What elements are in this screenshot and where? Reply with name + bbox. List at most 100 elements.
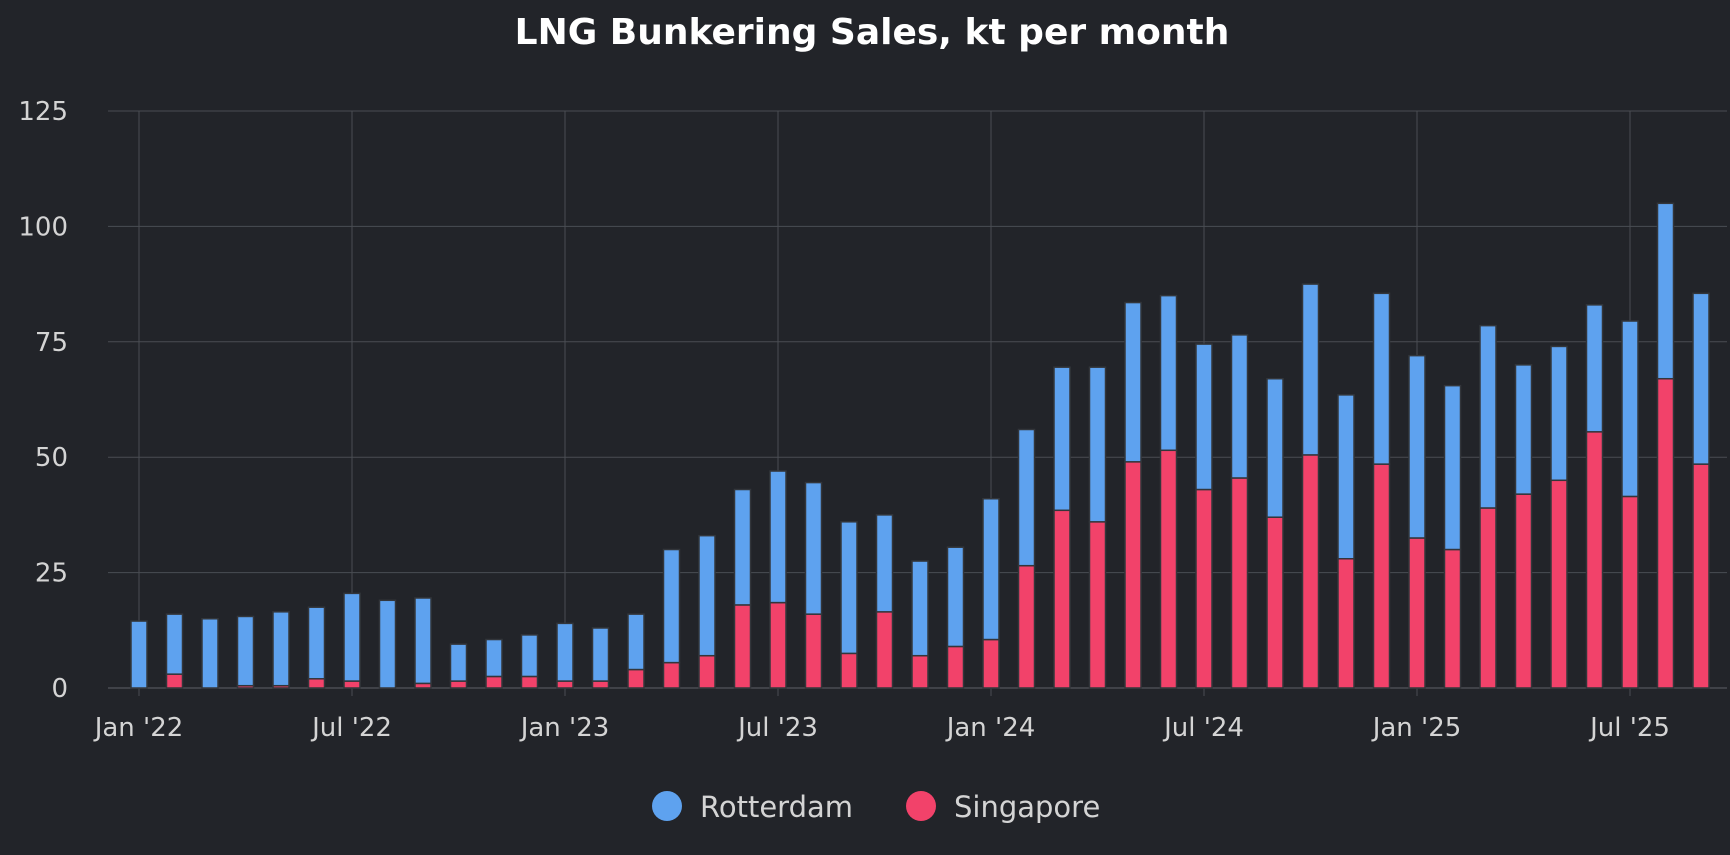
bar-rotterdam[interactable]: Feb 2022 – Rotterdam: 13 xyxy=(165,613,184,675)
bar-rotterdam[interactable]: Sep 2024 – Rotterdam: 30 xyxy=(1266,377,1284,518)
bar-rotterdam[interactable]: Jul 2025 – Rotterdam: 38 xyxy=(1621,320,1639,498)
bar-rotterdam[interactable]: Feb 2025 – Rotterdam: 35.5 xyxy=(1443,384,1462,551)
bar-singapore[interactable]: Feb 2024 – Singapore: 26.5 xyxy=(1017,564,1036,689)
bars: Jan 2022 – Singapore: 0Feb 2022 – Singap… xyxy=(130,202,1710,689)
bar-singapore[interactable]: May 2023 – Singapore: 7 xyxy=(698,654,716,689)
bar-rotterdam[interactable]: Mar 2023 – Rotterdam: 12 xyxy=(627,613,645,671)
legend-label-rotterdam: Rotterdam xyxy=(700,790,853,824)
bar-rotterdam[interactable]: Mar 2022 – Rotterdam: 15 xyxy=(201,618,219,689)
bar-singapore[interactable]: Sep 2024 – Singapore: 37 xyxy=(1266,516,1284,689)
y-tick-label: 50 xyxy=(35,443,68,473)
bar-rotterdam[interactable]: Jun 2023 – Rotterdam: 25 xyxy=(733,488,752,606)
bar-singapore[interactable]: Apr 2024 – Singapore: 36 xyxy=(1088,521,1107,689)
legend-label-singapore: Singapore xyxy=(954,790,1100,824)
legend-item-rotterdam[interactable]: Rotterdam xyxy=(652,790,853,824)
bar-rotterdam[interactable]: Jun 2024 – Rotterdam: 33.5 xyxy=(1159,294,1178,452)
bar-rotterdam[interactable]: Apr 2023 – Rotterdam: 24.5 xyxy=(662,548,681,664)
bar-rotterdam[interactable]: Jan 2022 – Rotterdam: 14.5 xyxy=(130,620,148,689)
bar-singapore[interactable]: Oct 2022 – Singapore: 1.5 xyxy=(449,680,468,689)
bar-rotterdam[interactable]: May 2022 – Rotterdam: 16 xyxy=(272,611,290,687)
bar-rotterdam[interactable]: Aug 2022 – Rotterdam: 19 xyxy=(378,599,397,689)
bar-singapore[interactable]: Jan 2023 – Singapore: 1.5 xyxy=(556,680,574,689)
bar-singapore[interactable]: Sep 2025 – Singapore: 48.5 xyxy=(1692,463,1710,689)
bar-rotterdam[interactable]: Sep 2025 – Rotterdam: 37 xyxy=(1692,292,1710,465)
bar-singapore[interactable]: Apr 2023 – Singapore: 5.5 xyxy=(662,661,681,689)
bar-rotterdam[interactable]: Jun 2025 – Rotterdam: 27.5 xyxy=(1585,304,1604,433)
legend-marker-rotterdam xyxy=(652,791,682,821)
bar-singapore[interactable]: Jun 2022 – Singapore: 2 xyxy=(307,678,326,689)
bar-singapore[interactable]: Mar 2023 – Singapore: 4 xyxy=(627,668,645,689)
bar-rotterdam[interactable]: Sep 2023 – Rotterdam: 28.5 xyxy=(840,521,858,655)
x-axis: Jan '22 Jul '22 Jan '23 Jul '23 Jan '24 Jul '… xyxy=(93,713,1670,743)
bar-rotterdam[interactable]: Jul 2024 – Rotterdam: 31.5 xyxy=(1195,343,1213,491)
bar-singapore[interactable]: Dec 2023 – Singapore: 9 xyxy=(946,645,965,689)
bar-rotterdam[interactable]: Mar 2024 – Rotterdam: 31 xyxy=(1053,366,1071,512)
bar-rotterdam[interactable]: Nov 2023 – Rotterdam: 20.5 xyxy=(911,560,929,657)
bar-rotterdam[interactable]: Apr 2024 – Rotterdam: 33.5 xyxy=(1088,366,1107,523)
bar-singapore[interactable]: Jun 2023 – Singapore: 18 xyxy=(733,604,752,689)
bar-rotterdam[interactable]: Jan 2024 – Rotterdam: 30.5 xyxy=(982,497,1000,641)
bar-rotterdam[interactable]: Aug 2023 – Rotterdam: 28.5 xyxy=(804,481,823,615)
bar-rotterdam[interactable]: May 2025 – Rotterdam: 29 xyxy=(1550,345,1568,482)
bar-rotterdam[interactable]: Dec 2022 – Rotterdam: 9 xyxy=(520,634,539,678)
bar-rotterdam[interactable]: Nov 2024 – Rotterdam: 35.5 xyxy=(1337,394,1355,560)
bar-rotterdam[interactable]: Jun 2022 – Rotterdam: 15.5 xyxy=(307,606,326,680)
x-tick-label: Jul '23 xyxy=(736,713,818,743)
bar-singapore[interactable]: Aug 2024 – Singapore: 45.5 xyxy=(1230,477,1249,689)
bar-singapore[interactable]: Jun 2025 – Singapore: 55.5 xyxy=(1585,431,1604,689)
bar-singapore[interactable]: Mar 2025 – Singapore: 39 xyxy=(1479,507,1497,689)
bar-singapore[interactable]: Apr 2025 – Singapore: 42 xyxy=(1514,493,1533,689)
bar-rotterdam[interactable]: Aug 2025 – Rotterdam: 38 xyxy=(1656,202,1675,380)
bar-singapore[interactable]: Jan 2025 – Singapore: 32.5 xyxy=(1408,537,1426,689)
x-tick-label: Jan '23 xyxy=(519,713,610,743)
bar-rotterdam[interactable]: Nov 2022 – Rotterdam: 8 xyxy=(485,638,503,678)
bar-rotterdam[interactable]: Apr 2022 – Rotterdam: 15 xyxy=(236,615,255,687)
bar-singapore[interactable]: Aug 2025 – Singapore: 67 xyxy=(1656,377,1675,689)
bar-singapore[interactable]: Mar 2024 – Singapore: 38.5 xyxy=(1053,509,1071,689)
bar-rotterdam[interactable]: Jan 2023 – Rotterdam: 12.5 xyxy=(556,622,574,682)
bar-singapore[interactable]: May 2024 – Singapore: 49 xyxy=(1124,461,1142,689)
bar-rotterdam[interactable]: Sep 2022 – Rotterdam: 18.5 xyxy=(414,597,432,685)
x-tick-label: Jul '24 xyxy=(1162,713,1244,743)
bar-rotterdam[interactable]: Jan 2025 – Rotterdam: 39.5 xyxy=(1408,354,1426,539)
bar-rotterdam[interactable]: May 2024 – Rotterdam: 34.5 xyxy=(1124,301,1142,463)
bar-singapore[interactable]: Nov 2023 – Singapore: 7 xyxy=(911,654,929,689)
bar-singapore[interactable]: Jul 2023 – Singapore: 18.5 xyxy=(769,601,787,689)
bar-singapore[interactable]: Jul 2025 – Singapore: 41.5 xyxy=(1621,495,1639,689)
bar-rotterdam[interactable]: Oct 2022 – Rotterdam: 8 xyxy=(449,643,468,682)
bar-rotterdam[interactable]: Feb 2023 – Rotterdam: 11.5 xyxy=(591,627,610,682)
bar-rotterdam[interactable]: Mar 2025 – Rotterdam: 39.5 xyxy=(1479,324,1497,509)
bar-singapore[interactable]: Nov 2022 – Singapore: 2.5 xyxy=(485,675,503,689)
bar-rotterdam[interactable]: Apr 2025 – Rotterdam: 28 xyxy=(1514,364,1533,495)
bar-singapore[interactable]: Dec 2024 – Singapore: 48.5 xyxy=(1372,463,1391,689)
bar-rotterdam[interactable]: Oct 2024 – Rotterdam: 37 xyxy=(1301,283,1320,456)
bar-singapore[interactable]: Feb 2022 – Singapore: 3 xyxy=(165,673,184,689)
bar-singapore[interactable]: Oct 2023 – Singapore: 16.5 xyxy=(875,611,894,689)
bar-singapore[interactable]: Jul 2022 – Singapore: 1.5 xyxy=(343,680,361,689)
bar-rotterdam[interactable]: Oct 2023 – Rotterdam: 21 xyxy=(875,514,894,613)
bar-singapore[interactable]: Nov 2024 – Singapore: 28 xyxy=(1337,558,1355,689)
bar-singapore[interactable]: Jun 2024 – Singapore: 51.5 xyxy=(1159,449,1178,689)
bar-singapore[interactable]: Oct 2024 – Singapore: 50.5 xyxy=(1301,454,1320,689)
legend-item-singapore[interactable]: Singapore xyxy=(906,790,1100,824)
bar-singapore[interactable]: Feb 2025 – Singapore: 30 xyxy=(1443,548,1462,689)
bar-rotterdam[interactable]: Jul 2023 – Rotterdam: 28.5 xyxy=(769,470,787,604)
bar-rotterdam[interactable]: Dec 2024 – Rotterdam: 37 xyxy=(1372,292,1391,465)
bar-rotterdam[interactable]: May 2023 – Rotterdam: 26 xyxy=(698,534,716,657)
bar-singapore[interactable]: Dec 2022 – Singapore: 2.5 xyxy=(520,675,539,689)
bar-singapore[interactable]: May 2025 – Singapore: 45 xyxy=(1550,479,1568,689)
bar-singapore[interactable]: Jul 2024 – Singapore: 43 xyxy=(1195,488,1213,689)
bar-rotterdam[interactable]: Aug 2024 – Rotterdam: 31 xyxy=(1230,334,1249,479)
bar-rotterdam[interactable]: Feb 2024 – Rotterdam: 29.5 xyxy=(1017,428,1036,567)
bar-singapore[interactable]: Sep 2023 – Singapore: 7.5 xyxy=(840,652,858,689)
bar-singapore[interactable]: Feb 2023 – Singapore: 1.5 xyxy=(591,680,610,689)
bar-singapore[interactable]: Aug 2023 – Singapore: 16 xyxy=(804,613,823,689)
x-tick-label: Jan '24 xyxy=(945,713,1036,743)
bar-rotterdam[interactable]: Dec 2023 – Rotterdam: 21.5 xyxy=(946,546,965,648)
chart-title: LNG Bunkering Sales, kt per month xyxy=(515,12,1230,53)
bar-rotterdam[interactable]: Jul 2022 – Rotterdam: 19 xyxy=(343,592,361,682)
bar-singapore[interactable]: Jan 2024 – Singapore: 10.5 xyxy=(982,638,1000,689)
y-tick-label: 100 xyxy=(18,212,68,242)
x-tick-label: Jan '25 xyxy=(1371,713,1462,743)
